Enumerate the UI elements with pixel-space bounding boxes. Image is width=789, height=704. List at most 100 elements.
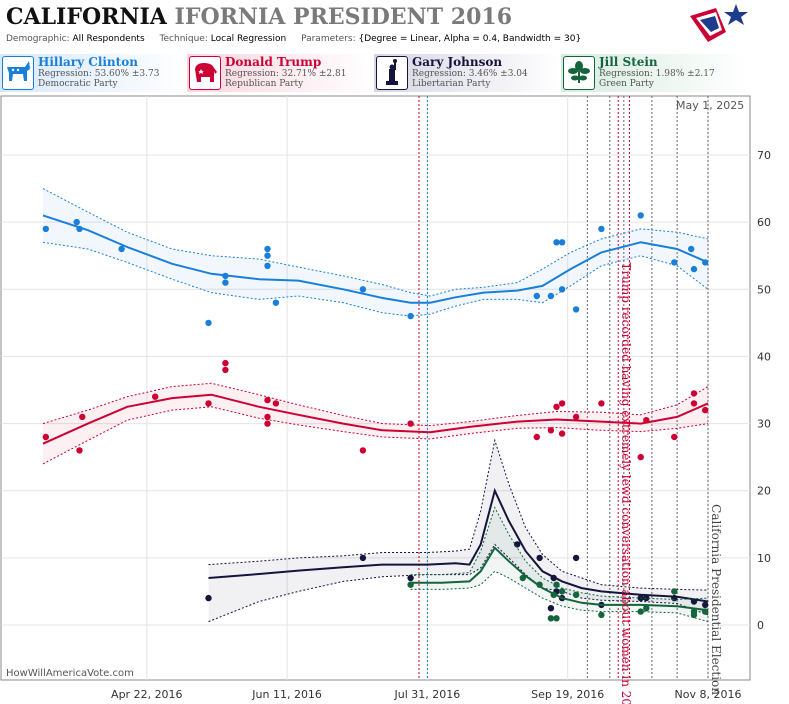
trend-line [410,546,709,612]
donkey-icon [2,56,34,90]
trend-line [208,487,709,603]
parameters-label: Parameters: [301,34,356,44]
chart-date-label: May 1, 2025 [676,99,745,112]
candidate-card-clinton: Hillary Clinton Regression: 53.60% ±3.73… [0,54,186,92]
poll-point [205,400,212,407]
poll-point [643,605,650,612]
poll-point [558,400,566,407]
poll-point [222,359,229,367]
poll-point [272,299,280,306]
page-title: CALIFORNIA IFORNIA PRESIDENT 2016 [6,4,512,30]
candidate-name: Donald Trump [225,55,322,69]
poll-point [572,591,580,598]
poll-point [536,581,543,588]
poll-point [702,608,709,615]
poll-point [73,218,80,226]
poll-point [359,286,367,293]
series-donald-trump [42,359,709,465]
band-upper-line [42,382,709,427]
poll-point [690,390,698,397]
poll-point [671,588,678,595]
y-tick-label: 0 [757,619,764,632]
candidate-name: Jill Stein [599,55,658,69]
poll-point [550,591,557,598]
poll-point [553,403,560,410]
technique-label: Technique: [159,34,208,44]
poll-point [572,554,580,562]
poll-point [643,417,650,424]
poll-point [637,212,644,219]
site-credit: HowWillAmericaVote.com [6,668,134,679]
technique-value: Local Regression [210,34,287,44]
poll-point [558,239,566,246]
poll-point [264,262,271,269]
poll-point [205,319,212,327]
candidate-regression: Regression: 32.71% ±2.81 [225,69,347,79]
poll-point [264,245,271,253]
poll-point [519,574,526,582]
series-jill-stein [407,506,709,623]
poll-point [671,433,678,441]
poll-point [572,306,580,313]
poll-point [76,447,83,454]
poll-point [76,225,83,233]
poll-point [272,400,280,407]
poll-point [547,292,555,300]
confidence-band [410,507,708,622]
poll-point [690,265,698,273]
poll-point [702,406,709,414]
poll-point [407,574,414,582]
x-tick-label: Jul 31, 2016 [394,688,461,701]
poll-point [553,581,560,588]
demographic-value: All Respondents [72,34,145,44]
confidence-band [43,188,708,317]
poll-point [264,252,271,259]
poll-point [407,420,414,427]
y-tick-label: 30 [757,418,771,431]
poll-point [671,259,678,266]
trend-line [42,214,709,304]
poll-point [118,245,125,253]
title-race: IFORNIA PRESIDENT 2016 [174,4,513,30]
poll-point [359,447,367,454]
x-tick-label: Apr 22, 2016 [111,688,183,701]
y-tick-label: 60 [757,216,771,229]
confidence-band [208,440,708,622]
poll-point [558,430,566,437]
poll-point [553,239,560,246]
y-tick-label: 70 [757,149,771,162]
poll-point [553,615,560,622]
candidate-card-trump: Donald Trump Regression: 32.71% ±2.81 Re… [187,54,373,92]
y-tick-label: 10 [757,552,771,565]
candidate-party: Democratic Party [38,79,118,89]
poll-point [264,420,271,427]
poll-point [702,259,709,266]
title-state: CALIFORNIA [6,4,167,30]
flower-icon [563,56,595,90]
series-gary-johnson [205,438,709,623]
y-tick-label: 50 [757,283,771,296]
elephant-icon [189,56,221,90]
candidate-party: Republican Party [225,79,304,89]
parameters-value: {Degree = Linear, Alpha = 0.4, Bandwidth… [358,34,582,44]
plot-frame [0,95,751,681]
poll-point [558,588,566,595]
poll-point [407,581,414,588]
demographic-label: Demographic: [6,34,70,44]
poll-point [598,611,605,619]
y-tick-label: 40 [757,350,771,363]
poll-point [690,611,698,619]
x-tick-label: Sep 19, 2016 [531,688,604,701]
band-lower-line [410,570,709,623]
poll-point [533,433,540,441]
y-tick-label: 20 [757,485,771,498]
candidate-name: Gary Johnson [412,55,503,69]
poll-point [264,413,271,421]
poll-point [637,453,644,461]
poll-point [222,366,229,374]
poll-point [152,393,159,400]
poll-point [547,427,555,434]
poll-point [222,279,229,286]
poll-point [690,400,698,407]
poll-point [42,225,49,233]
